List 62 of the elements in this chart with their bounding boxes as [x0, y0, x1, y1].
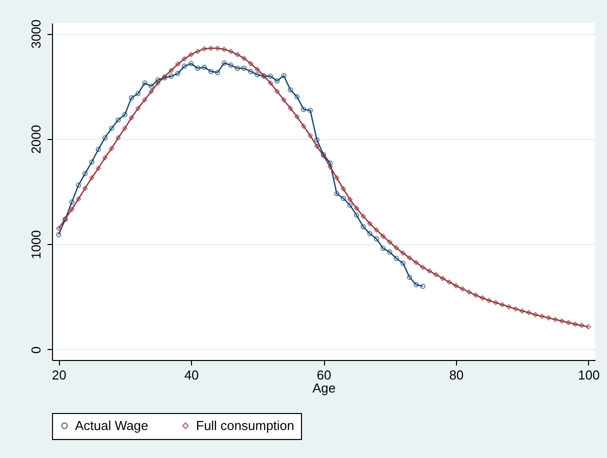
x-tick-label: 80 [449, 368, 464, 382]
point [281, 73, 286, 78]
point [254, 72, 260, 78]
point [234, 66, 240, 71]
point [347, 202, 353, 208]
point [241, 66, 247, 71]
point [340, 196, 346, 201]
point [222, 60, 227, 66]
point [122, 112, 128, 118]
point [360, 224, 366, 230]
point [414, 282, 419, 288]
y-tick-label: 1000 [28, 230, 44, 260]
point [208, 68, 214, 74]
point [142, 80, 148, 86]
point [288, 87, 294, 92]
point [228, 62, 234, 68]
point [334, 190, 340, 196]
point [168, 74, 174, 79]
point [374, 236, 380, 242]
point [294, 94, 300, 100]
point [116, 117, 121, 123]
point [188, 60, 194, 66]
point [400, 260, 406, 266]
point [195, 66, 200, 71]
point [89, 159, 94, 165]
point [301, 106, 306, 112]
point [214, 70, 220, 76]
legend-label: Full consumption [196, 418, 294, 433]
point [135, 90, 141, 96]
x-tick-label: 60 [316, 368, 332, 382]
point [108, 126, 114, 131]
point [274, 78, 280, 84]
point [248, 68, 254, 74]
point [82, 170, 88, 176]
point [155, 77, 161, 82]
point [69, 199, 74, 205]
point [175, 70, 180, 76]
point [367, 231, 372, 236]
point [328, 160, 333, 166]
point [380, 246, 386, 251]
y-tick-label: 2000 [28, 124, 44, 154]
point [128, 95, 134, 100]
point [102, 135, 108, 140]
point [76, 182, 82, 188]
point [308, 108, 313, 114]
y-tick-label: 0 [28, 346, 44, 354]
point [202, 64, 207, 70]
x-tick-label: 100 [578, 368, 600, 382]
point [96, 146, 101, 152]
y-tick-label: 3000 [28, 20, 44, 48]
point [387, 249, 392, 255]
legend-label: Actual Wage [75, 418, 148, 433]
x-axis-title: Age [312, 380, 336, 396]
point [148, 84, 154, 89]
x-tick-label: 40 [184, 368, 199, 382]
point [314, 137, 320, 143]
x-tick-label: 20 [52, 368, 66, 382]
point [354, 212, 360, 218]
point [182, 64, 188, 69]
point [268, 74, 274, 79]
point [394, 256, 399, 261]
point [406, 274, 412, 280]
